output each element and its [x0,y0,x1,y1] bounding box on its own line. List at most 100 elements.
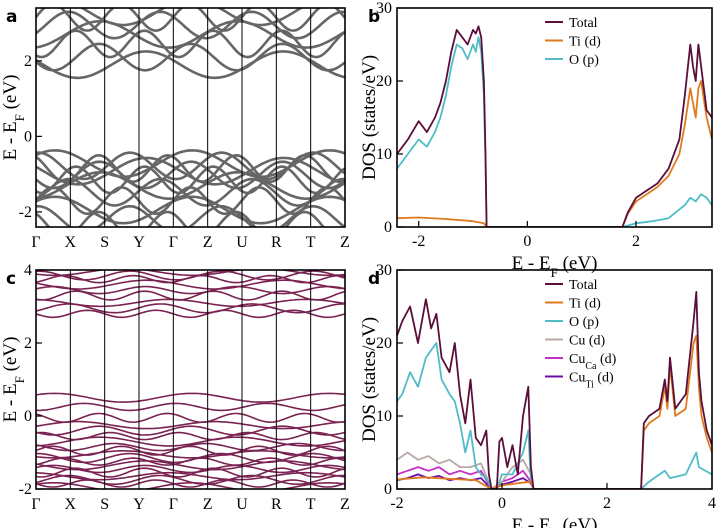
kpoint-label: U [236,496,248,513]
kpoint-label: T [306,496,316,513]
kpoint-label: X [65,234,77,251]
series-line [397,473,535,489]
legend-label: O (p) [569,53,599,68]
band-line [36,279,345,290]
band-line [36,19,345,49]
band-line [36,482,345,489]
y-tick-label: 20 [376,335,392,352]
kpoint-label: X [65,496,77,513]
x-tick-label: 4 [708,495,716,512]
band-line [36,309,345,319]
legend: Total Ti (d) O (p) [545,16,601,68]
band-line [36,420,345,430]
x-tick-label: 2 [632,233,640,250]
panel-a: Γ X S Y Γ Z U R T Z -2 0 2 a [6,7,350,251]
x-tick-label: -2 [412,233,425,250]
series-line [397,342,712,489]
band-line [36,153,345,184]
series-line [397,25,712,227]
series-line [397,291,712,489]
series-line [397,80,712,227]
band-line [79,8,304,27]
kpoint-label: Z [203,496,213,513]
band-line [36,412,345,424]
kpoint-label: U [236,234,248,251]
kpoint-label: Γ [31,496,40,513]
legend-label: CuTi (d) [569,371,614,391]
y-tick-label: 0 [384,481,392,498]
legend-label: CuCa (d) [569,352,617,372]
kpoint-label: S [100,234,109,251]
band-line [36,50,345,80]
band-line [36,445,345,456]
band-line [36,298,345,308]
kpoint-label: Γ [169,496,178,513]
band-line [36,156,345,186]
band-line [36,460,345,471]
x-tick-label: 0 [523,233,531,250]
band-line [36,195,345,225]
kpoint-label: Y [133,234,145,251]
legend-label: O (p) [569,315,599,330]
series-line [397,36,712,227]
band-line [36,270,345,277]
y-tick-label: 20 [376,73,392,90]
panel-label: c [6,269,16,289]
panel-c-y-axis-label: E - EF (eV) [0,337,27,423]
band-line [36,160,345,190]
kpoint-label: Y [133,496,145,513]
y-tick-label: 0 [24,408,32,425]
legend-label: Ti (d) [569,297,601,312]
band-line [36,8,345,32]
kpoint-label: Z [340,496,350,513]
panel-label: a [6,7,17,27]
y-tick-label: 2 [24,53,32,70]
panel-a-y-axis-label: E - EF (eV) [0,75,27,161]
x-tick-label: 2 [603,495,611,512]
band-line [36,10,345,40]
band-line [36,450,345,459]
kpoint-label: R [271,496,282,513]
legend-label: Total [569,16,598,31]
kpoint-label: Z [340,234,350,251]
band-line [36,425,345,436]
y-tick-label: 2 [24,335,32,352]
series-line [397,466,535,489]
band-line [36,402,345,412]
y-tick-label: 0 [24,128,32,145]
kpoint-label: Γ [169,234,178,251]
band-line [36,42,345,72]
kpoint-label: S [100,496,109,513]
y-tick-label: -2 [19,481,32,498]
panel-c-frame [35,269,346,490]
band-line [36,303,345,314]
band-line [36,457,345,466]
panel-b-y-axis-label: DOS (states/eV) [359,55,380,180]
series-line [397,334,712,489]
kpoint-label: T [306,234,316,251]
y-tick-label: 10 [376,408,392,425]
x-tick-label: -2 [390,495,403,512]
panel-label: d [368,269,380,289]
y-tick-label: 0 [384,219,392,236]
kpoint-label: Z [203,234,213,251]
panel-b-frame [396,7,713,228]
kpoint-label: Γ [31,234,40,251]
panel-d-y-axis-label: DOS (states/eV) [359,317,380,442]
band-line [36,442,345,452]
legend: Total Ti (d) O (p) Cu (d) CuCa (d)CuTi (d) [545,278,617,390]
band-line [36,171,345,201]
band-line [36,436,345,447]
x-tick-label: 0 [498,495,506,512]
panel-c: Γ X S Y Γ Z U R T Z -2 0 2 4c [6,262,350,513]
band-line [36,177,345,207]
panel-d-x-axis-label: E - EF (eV) [512,515,598,528]
band-line [36,204,345,227]
y-tick-label: 4 [24,262,32,279]
panel-label: b [368,7,380,27]
legend-label: Ti (d) [569,35,601,50]
y-tick-label: 10 [376,146,392,163]
